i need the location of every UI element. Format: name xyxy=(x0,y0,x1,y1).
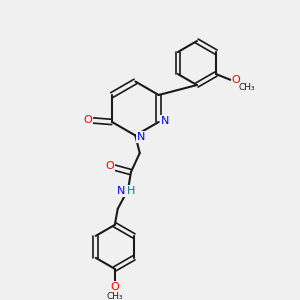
Text: O: O xyxy=(84,115,92,125)
Text: N: N xyxy=(161,116,169,125)
Text: H: H xyxy=(127,186,135,196)
Text: N: N xyxy=(137,132,146,142)
Text: O: O xyxy=(232,75,240,85)
Text: N: N xyxy=(117,186,126,196)
Text: O: O xyxy=(106,161,114,171)
Text: CH₃: CH₃ xyxy=(238,83,255,92)
Text: CH₃: CH₃ xyxy=(106,292,123,300)
Text: O: O xyxy=(110,282,119,292)
